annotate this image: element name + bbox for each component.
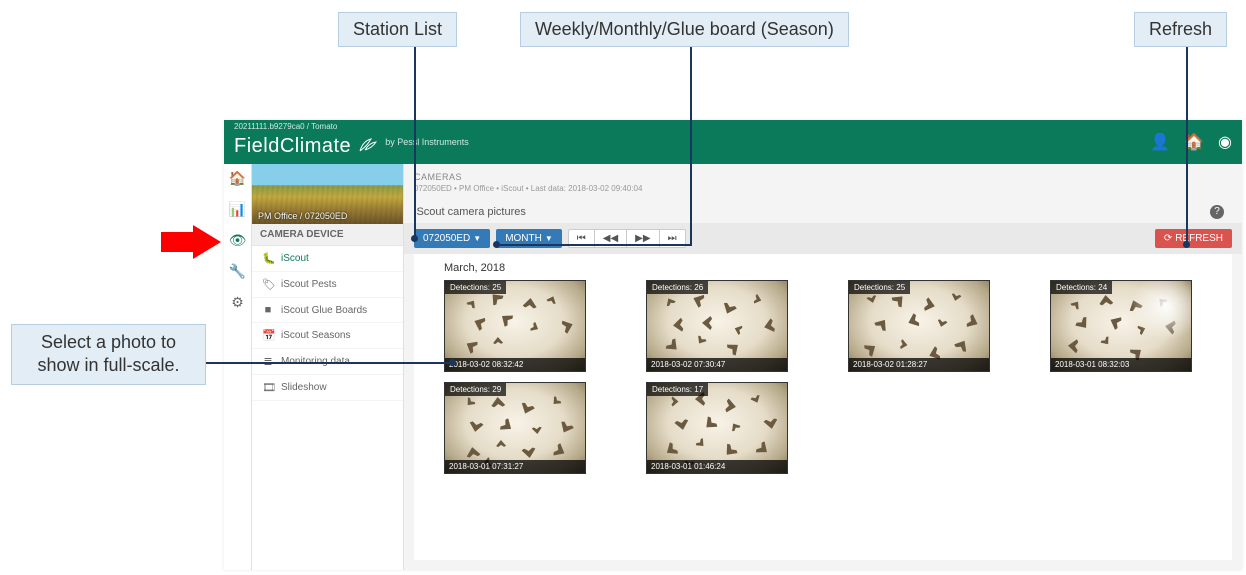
timestamp-label: 2018-03-01 07:31:27	[445, 460, 585, 473]
month-label: March, 2018	[444, 262, 1202, 274]
rail-home-icon[interactable]: 🏠	[229, 170, 246, 187]
topbar: 20211111.b9279ca0 / Tomato FieldClimate …	[224, 120, 1242, 164]
menu-label: Slideshow	[281, 382, 327, 393]
app-window: 20211111.b9279ca0 / Tomato FieldClimate …	[224, 120, 1242, 570]
red-arrow-icon	[161, 225, 221, 259]
menu-item[interactable]: ■ iScout Glue Boards	[252, 298, 403, 323]
station-dropdown-label: 072050ED	[423, 233, 470, 244]
station-label: PM Office / 072050ED	[258, 211, 347, 221]
head-title: CAMERAS	[414, 172, 1232, 182]
station-image[interactable]: PM Office / 072050ED	[252, 164, 403, 224]
broadcast-icon[interactable]: ◉	[1218, 132, 1232, 152]
menu-icon: 🐛	[262, 252, 274, 265]
menu-item[interactable]: 🐛 iScout	[252, 246, 403, 272]
detection-badge: Detections: 17	[647, 383, 708, 396]
detection-badge: Detections: 24	[1051, 281, 1112, 294]
photo-thumbnail[interactable]: Detections: 25 2018-03-02 01:28:27	[848, 280, 990, 372]
subhead: iScout camera pictures ?	[404, 195, 1242, 223]
main: 🏠 📊 👁 🔧 ⚙ PM Office / 072050ED CAMERA DE…	[224, 164, 1242, 570]
gallery: March, 2018 Detections: 25 2018-03-02 08:…	[414, 254, 1232, 560]
by-text: by Pessl Instruments	[385, 137, 469, 147]
callout-refresh: Refresh	[1134, 12, 1227, 47]
logo-part-a: Field	[234, 135, 280, 157]
period-dropdown-label: MONTH	[505, 233, 542, 244]
callout-line	[690, 44, 692, 246]
detection-badge: Detections: 29	[445, 383, 506, 396]
menu-label: iScout Seasons	[281, 330, 351, 341]
callout-dot	[493, 241, 500, 248]
menu-label: iScout Glue Boards	[281, 305, 367, 316]
menu-label: iScout Pests	[281, 279, 337, 290]
callout-line	[1186, 44, 1188, 244]
photo-thumbnail[interactable]: Detections: 25 2018-03-02 08:32:42	[444, 280, 586, 372]
callout-line	[497, 244, 692, 246]
menu-item[interactable]: 🏷 iScout Pests	[252, 272, 403, 298]
breadcrumb: 20211111.b9279ca0 / Tomato	[234, 122, 337, 131]
callout-select-photo: Select a photo to show in full-scale.	[11, 324, 206, 385]
thumbnail-grid: Detections: 252018-03-02 08:32:42Detecti…	[444, 280, 1202, 474]
camera-menu: 🐛 iScout 🏷 iScout Pests ■ iScout Glue Boards 📅…	[252, 246, 403, 401]
timestamp-label: 2018-03-01 08:32:03	[1051, 358, 1191, 371]
rail-config-icon[interactable]: 🔧	[229, 263, 246, 280]
icon-rail: 🏠 📊 👁 🔧 ⚙	[224, 164, 252, 570]
head-subtitle: 072050ED • PM Office • iScout • Last dat…	[414, 184, 1232, 193]
photo-thumbnail[interactable]: Detections: 26 2018-03-02 07:30:47	[646, 280, 788, 372]
user-icon[interactable]: 👤	[1150, 132, 1170, 152]
logo: FieldClimate	[234, 135, 379, 158]
callout-dot	[1183, 241, 1190, 248]
rail-gear-icon[interactable]: ⚙	[231, 294, 244, 311]
callout-line	[206, 362, 452, 364]
panel-header: CAMERA DEVICE	[252, 224, 403, 246]
menu-icon: 🏷	[262, 278, 274, 291]
timestamp-label: 2018-03-02 01:28:27	[849, 358, 989, 371]
timestamp-label: 2018-03-01 01:46:24	[647, 460, 787, 473]
detection-badge: Detections: 26	[647, 281, 708, 294]
detection-badge: Detections: 25	[445, 281, 506, 294]
callout-period: Weekly/Monthly/Glue board (Season)	[520, 12, 849, 47]
menu-icon: 🎞	[262, 381, 274, 394]
callout-dot	[411, 235, 418, 242]
refresh-button[interactable]: ⟳ REFRESH	[1155, 229, 1232, 248]
detection-badge: Detections: 25	[849, 281, 910, 294]
callout-station-list: Station List	[338, 12, 457, 47]
photo-thumbnail[interactable]: Detections: 17 2018-03-01 01:46:24	[646, 382, 788, 474]
content-header: CAMERAS 072050ED • PM Office • iScout • …	[404, 164, 1242, 195]
top-icons: 👤 🏠 ◉	[1150, 132, 1232, 152]
left-panel: PM Office / 072050ED CAMERA DEVICE 🐛 iSco…	[252, 164, 404, 570]
menu-icon: ■	[262, 304, 274, 316]
leaf-icon	[357, 136, 379, 154]
timestamp-label: 2018-03-02 08:32:42	[445, 358, 585, 371]
caret-icon: ▼	[473, 234, 481, 243]
menu-icon: 📅	[262, 329, 274, 342]
rail-eye-icon[interactable]: 👁	[229, 232, 247, 249]
timestamp-label: 2018-03-02 07:30:47	[647, 358, 787, 371]
caret-icon: ▼	[545, 234, 553, 243]
photo-thumbnail[interactable]: Detections: 29 2018-03-01 07:31:27	[444, 382, 586, 474]
content-area: CAMERAS 072050ED • PM Office • iScout • …	[404, 164, 1242, 570]
menu-item[interactable]: 🎞 Slideshow	[252, 375, 403, 401]
help-icon[interactable]: ?	[1210, 205, 1224, 219]
sub-title: iScout camera pictures	[414, 206, 526, 218]
toolbar: 072050ED ▼ MONTH ▼ ⏮ ◀◀ ▶▶ ⏭ ⟳ REFRESH	[404, 223, 1242, 254]
logo-part-b: Climate	[280, 135, 351, 157]
rail-chart-icon[interactable]: 📊	[229, 201, 246, 218]
menu-item[interactable]: 📅 iScout Seasons	[252, 323, 403, 349]
photo-thumbnail[interactable]: Detections: 24 2018-03-01 08:32:03	[1050, 280, 1192, 372]
callout-line	[414, 44, 416, 238]
station-dropdown[interactable]: 072050ED ▼	[414, 229, 490, 248]
callout-dot	[449, 359, 456, 366]
menu-label: iScout	[281, 253, 309, 264]
